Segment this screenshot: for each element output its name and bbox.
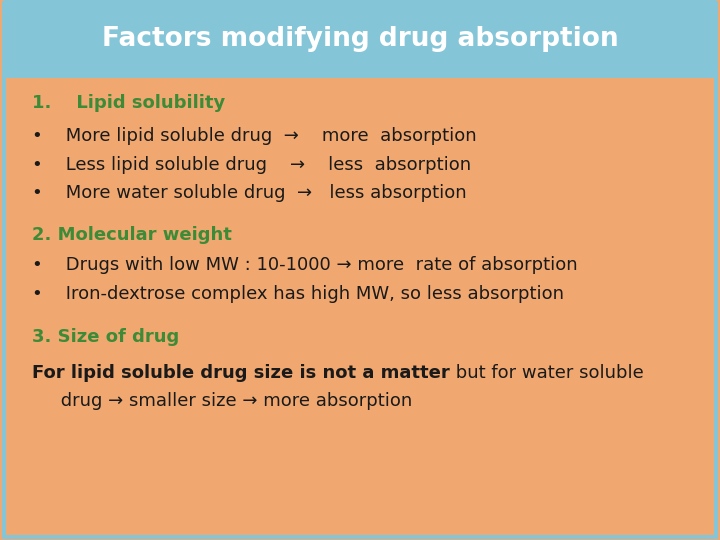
Text: but for water soluble: but for water soluble (450, 363, 644, 382)
Text: •    More water soluble drug  →   less absorption: • More water soluble drug → less absorpt… (32, 184, 467, 202)
Text: For lipid soluble drug size is not a matter: For lipid soluble drug size is not a mat… (32, 363, 450, 382)
Text: •    Less lipid soluble drug    →    less  absorption: • Less lipid soluble drug → less absorpt… (32, 156, 472, 174)
Text: •    Iron-dextrose complex has high MW, so less absorption: • Iron-dextrose complex has high MW, so … (32, 285, 564, 303)
Text: 2. Molecular weight: 2. Molecular weight (32, 226, 233, 244)
Text: 3. Size of drug: 3. Size of drug (32, 328, 180, 347)
Text: Factors modifying drug absorption: Factors modifying drug absorption (102, 26, 618, 52)
Text: 1.    Lipid solubility: 1. Lipid solubility (32, 93, 225, 112)
FancyBboxPatch shape (4, 0, 716, 78)
Text: •    More lipid soluble drug  →    more  absorption: • More lipid soluble drug → more absorpt… (32, 127, 477, 145)
Text: •    Drugs with low MW : 10-1000 → more  rate of absorption: • Drugs with low MW : 10-1000 → more rat… (32, 255, 578, 274)
Text: drug → smaller size → more absorption: drug → smaller size → more absorption (32, 392, 413, 410)
